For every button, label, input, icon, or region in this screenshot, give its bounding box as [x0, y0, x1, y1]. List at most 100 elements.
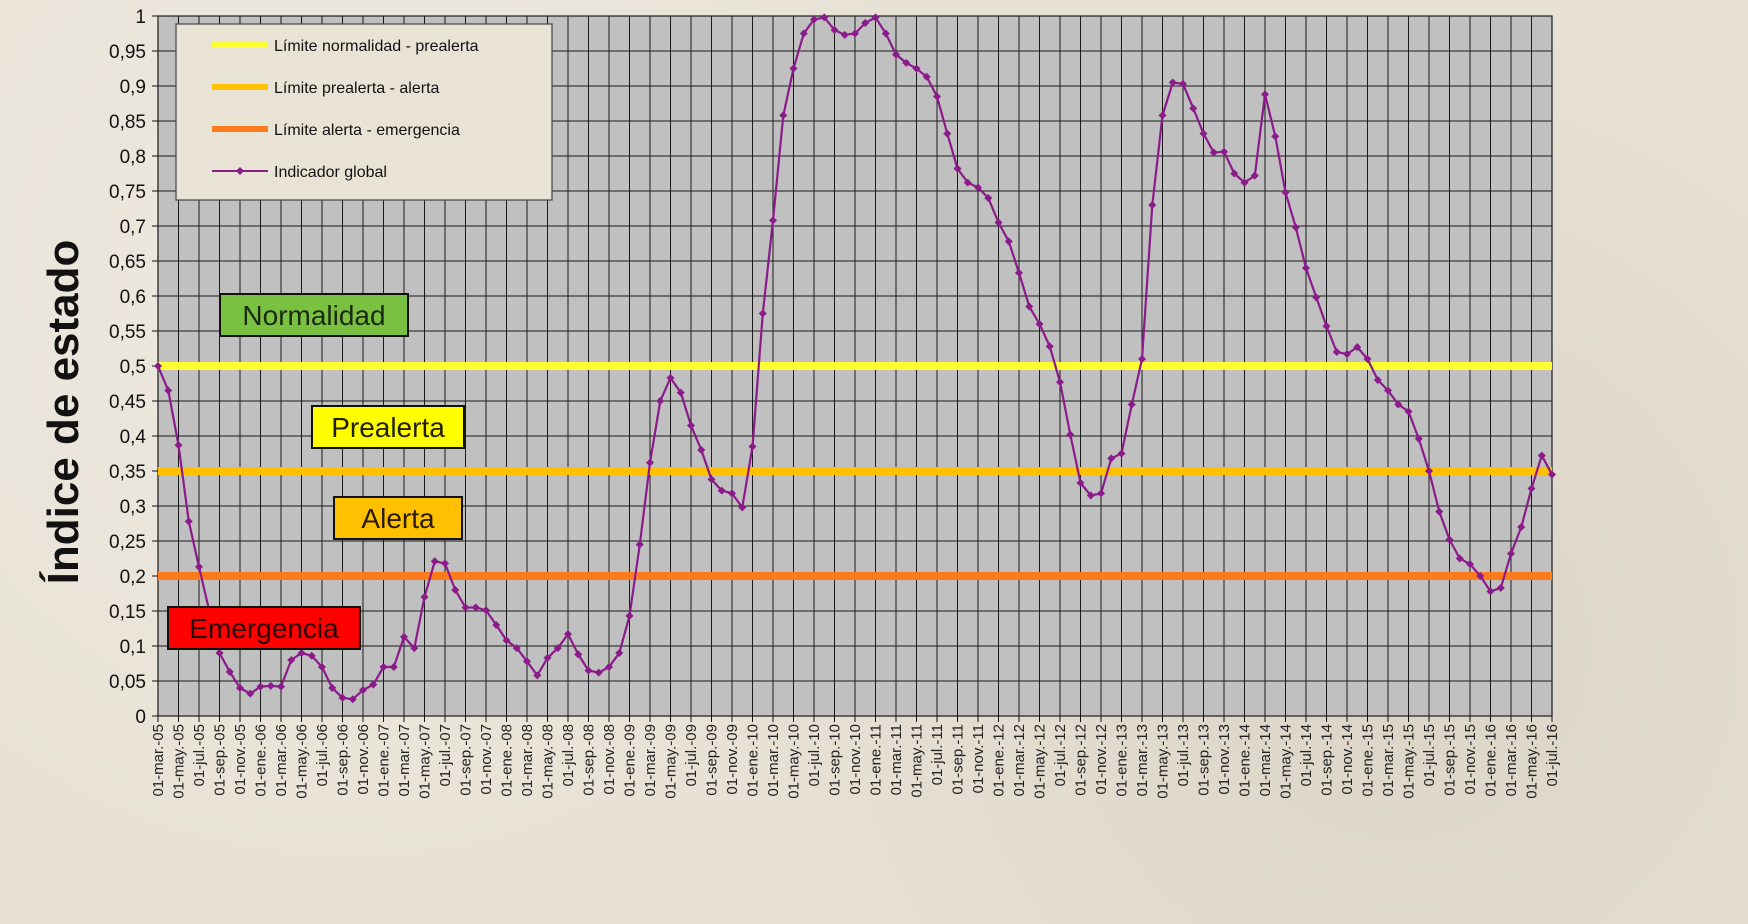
data-point	[799, 29, 808, 38]
legend: Límite normalidad - prealerta Límite prea…	[175, 23, 553, 201]
data-point	[287, 656, 296, 664]
data-point	[1230, 169, 1239, 178]
x-tick-label: 01-nov.-14	[1339, 724, 1356, 795]
x-tick-label: 01-sep.-13	[1196, 724, 1213, 796]
data-point	[697, 446, 706, 454]
x-tick-label: 01-nov.-06	[355, 724, 372, 795]
data-point	[1425, 467, 1433, 475]
x-tick-label: 01-nov.-10	[847, 724, 864, 795]
x-tick-label: 01-mar.-07	[396, 724, 413, 797]
zone-label-alerta: Alerta	[333, 496, 463, 540]
y-tick-label: 0,6	[120, 287, 146, 308]
data-point	[1322, 322, 1331, 331]
x-tick-label: 01-may.-11	[909, 724, 926, 798]
data-point	[195, 562, 203, 571]
data-point	[451, 586, 460, 594]
y-tick-label: 0,35	[109, 462, 146, 483]
x-tick-label: 01-may.-16	[1524, 724, 1541, 799]
data-point	[1271, 132, 1280, 141]
zone-label-normalidad: Normalidad	[219, 293, 409, 337]
data-point	[738, 503, 747, 512]
x-tick-label: 01-may.-13	[1155, 724, 1172, 799]
data-point	[369, 680, 378, 689]
data-point	[338, 693, 347, 702]
data-point	[1394, 400, 1403, 409]
data-point	[646, 458, 654, 467]
data-point	[266, 681, 275, 690]
y-tick-label: 0,5	[120, 357, 146, 378]
zone-label-text: Normalidad	[242, 300, 385, 331]
x-tick-label: 01-sep.-09	[704, 724, 721, 796]
data-point	[1404, 407, 1413, 416]
legend-entry-label: Límite alerta - emergencia	[274, 122, 460, 139]
x-tick-label: 01-ene.-10	[745, 724, 762, 797]
data-point	[574, 650, 583, 659]
data-point	[871, 13, 880, 22]
data-point	[184, 517, 193, 526]
data-point	[1066, 430, 1075, 439]
x-tick-label: 01-jul.-14	[1298, 724, 1315, 787]
data-point	[922, 72, 931, 81]
data-point	[1117, 449, 1126, 458]
data-point	[318, 663, 326, 671]
data-point	[1025, 302, 1034, 311]
x-tick-label: 01-jul.-13	[1175, 724, 1192, 787]
data-point	[892, 50, 900, 59]
data-point	[1261, 90, 1269, 99]
data-point	[748, 442, 757, 451]
y-tick-label: 0,9	[120, 77, 146, 98]
x-tick-label: 01-ene.-07	[376, 724, 393, 797]
x-tick-label: 01-nov.-08	[601, 724, 618, 795]
data-point	[676, 388, 685, 397]
data-point	[348, 695, 357, 704]
x-tick-label: 01-sep.-10	[827, 724, 844, 796]
data-point	[1373, 376, 1382, 384]
y-tick-label: 0,95	[109, 42, 146, 63]
x-tick-label: 01-may.-10	[786, 724, 803, 799]
x-tick-label: 01-mar.-11	[888, 724, 905, 795]
x-tick-label: 01-sep.-05	[212, 724, 229, 796]
x-tick-label: 01-may.-05	[171, 724, 188, 799]
data-point	[1199, 129, 1208, 138]
y-tick-label: 0,45	[109, 392, 146, 413]
x-tick-label: 01-sep.-11	[950, 724, 967, 795]
x-tick-label: 01-mar.-12	[1011, 724, 1028, 797]
zone-label-prealerta: Prealerta	[311, 405, 465, 449]
data-point	[974, 183, 982, 192]
data-point	[769, 216, 777, 225]
data-point	[963, 178, 972, 187]
x-tick-label: 01-nov.-09	[724, 724, 741, 795]
data-point	[1486, 587, 1495, 596]
y-tick-label: 0,3	[120, 497, 146, 518]
data-point	[277, 682, 285, 691]
x-tick-label: 01-mar.-06	[273, 724, 290, 797]
x-tick-label: 01-jul.-05	[191, 724, 208, 787]
data-point	[523, 657, 531, 666]
data-point	[471, 603, 480, 612]
x-axis-ticks: 01-mar.-05 01-may.-05 01-jul.-05 01-sep.-05…	[150, 716, 1561, 799]
data-point	[174, 441, 183, 450]
data-point	[215, 649, 224, 657]
x-tick-label: 01-sep.-07	[458, 724, 475, 796]
data-point	[840, 30, 849, 39]
data-point	[1466, 560, 1474, 569]
x-tick-label: 01-mar.-15	[1380, 724, 1397, 797]
data-point	[307, 651, 316, 660]
x-tick-label: 01-mar.-10	[765, 724, 782, 797]
data-point	[615, 649, 624, 657]
data-point	[810, 15, 818, 24]
data-point	[984, 194, 993, 202]
data-point	[656, 397, 665, 405]
y-tick-label: 0,65	[109, 252, 146, 273]
data-point	[933, 92, 941, 101]
x-tick-label: 01-jul.-16	[1544, 724, 1561, 787]
y-tick-label: 0,7	[120, 217, 146, 238]
data-point	[482, 606, 490, 615]
data-point	[584, 666, 593, 675]
data-point	[1302, 264, 1310, 272]
data-point	[1127, 400, 1136, 409]
data-point	[1168, 78, 1177, 87]
x-tick-label: 01-nov.-07	[478, 724, 495, 795]
x-tick-label: 01-nov.-11	[970, 724, 987, 794]
